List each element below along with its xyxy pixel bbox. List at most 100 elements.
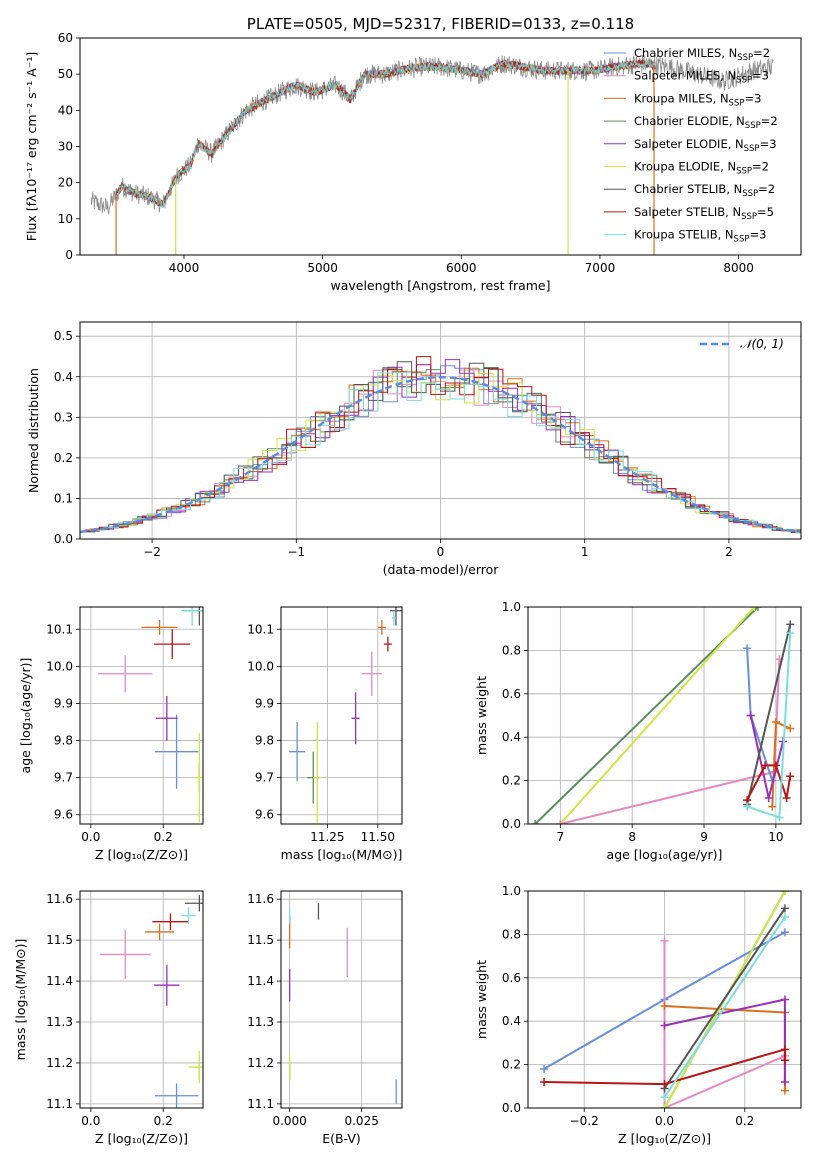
weight-marker: [780, 1045, 789, 1054]
x-tick-label: 8: [628, 830, 636, 844]
x-tick-label: 1: [581, 545, 589, 559]
y-tick-label: 0.0: [54, 532, 73, 546]
weight-marker: [780, 891, 789, 895]
weight-marker: [746, 711, 755, 720]
legend-entry: Kroupa ELODIE, NSSP=2: [634, 160, 769, 177]
x-tick-label: 10: [768, 830, 783, 844]
chart-mass_vs_ebv: 0.000 0.025 11.1 11.2 11.3 11.4 11.5 11.6 E(B-V): [247, 890, 403, 1146]
data-point-5: [188, 1050, 203, 1084]
weight-marker: [750, 607, 759, 611]
y-tick-label: 0.4: [502, 730, 521, 744]
y-tick-label: 0.2: [502, 1058, 521, 1072]
y-tick-label: 10.0: [46, 659, 73, 673]
y-tick-label: 0.6: [502, 687, 521, 701]
legend-entry: Chabrier ELODIE, NSSP=2: [634, 114, 778, 131]
plot-area: [80, 891, 203, 1108]
chart-age_vs_mass: 11.25 11.50 9.6 9.7 9.8 9.9 10.0 10.1 mass [log₁…: [247, 606, 403, 862]
weight-marker: [660, 1021, 669, 1030]
chart-residuals: −2 −1 0 1 2 0.0 0.1 0.2 0.3 0.4 0.5 (data-model)/er…: [26, 321, 802, 577]
histogram-6: [80, 361, 801, 532]
histogram-7: [84, 356, 801, 533]
legend-entry: Chabrier STELIB, NSSP=2: [634, 182, 775, 199]
plot-area: [281, 607, 402, 824]
y-tick-label: 30: [58, 140, 73, 154]
weight-marker: [660, 936, 669, 945]
normal-curve: [80, 375, 801, 534]
y-tick-label: 11.4: [46, 974, 73, 988]
y-tick-label: 11.1: [247, 1097, 274, 1111]
y-tick-label: 10.1: [247, 622, 274, 636]
x-tick-label: 0.0: [81, 1114, 100, 1128]
x-tick-label: 11.50: [361, 830, 395, 844]
weight-line-1: [559, 607, 756, 824]
axes-frame: [280, 606, 403, 825]
weight-marker: [743, 644, 752, 653]
model-line-8: [115, 59, 656, 208]
weight-marker: [768, 802, 777, 811]
x-tick-label: 0.2: [154, 1114, 173, 1128]
axes-frame: [527, 606, 802, 825]
data-point-2: [377, 619, 386, 635]
weight-marker: [743, 802, 752, 811]
y-tick-label: 10: [58, 212, 73, 226]
data-point-7: [383, 636, 392, 652]
weight-marker: [660, 1080, 669, 1089]
weight-marker: [660, 1002, 669, 1011]
plot-content: [90, 54, 774, 255]
y-tick-label: 11.2: [46, 1056, 73, 1070]
weight-marker: [780, 1086, 789, 1095]
y-tick-label: 0.2: [502, 774, 521, 788]
data-point-2: [141, 619, 178, 635]
y-tick-label: 0.5: [54, 329, 73, 343]
data-point-1: [361, 651, 382, 697]
weight-marker: [780, 1077, 789, 1086]
x-axis-label: E(B-V): [322, 1131, 361, 1146]
data-point-4: [351, 692, 360, 745]
legend-entry: Salpeter ELODIE, NSSP=3: [634, 137, 777, 154]
weight-line-1: [663, 940, 786, 1108]
weight-marker: [780, 928, 789, 937]
x-tick-label: 0.2: [154, 830, 173, 844]
data-point-0: [154, 714, 199, 789]
model-line-7: [115, 59, 656, 207]
x-tick-label: −2: [143, 545, 161, 559]
weight-marker: [540, 1064, 549, 1073]
chart-age_vs_Z: 0.0 0.2 9.6 9.7 9.8 9.9 10.0 10.1 Z [log₁₀(Z/Z⊙)…: [18, 606, 204, 862]
y-tick-label: 11.1: [46, 1097, 73, 1111]
legend-entry: Kroupa MILES, NSSP=3: [634, 91, 761, 108]
weight-marker: [764, 793, 773, 802]
y-tick-label: 9.7: [54, 771, 73, 785]
data-point-8: [181, 607, 203, 626]
x-tick-label: 9: [700, 830, 708, 844]
data-point-1: [98, 655, 153, 693]
plot-content: [288, 903, 397, 1104]
y-tick-label: 11.6: [247, 892, 274, 906]
y-tick-label: 0.3: [54, 410, 73, 424]
y-tick-label: 0.0: [502, 1101, 521, 1115]
chart-title: PLATE=0505, MJD=52317, FIBERID=0133, z=0…: [247, 15, 634, 33]
y-tick-label: 0.6: [502, 971, 521, 985]
plot-content: [80, 356, 801, 534]
data-point-7: [152, 913, 189, 930]
chart-weight_vs_age: 7 8 9 10 0.0 0.2 0.4 0.6 0.8 1.0 age [log₁₀(age/yr…: [474, 600, 802, 862]
x-tick-label: 6000: [446, 261, 477, 275]
weight-line-6: [746, 624, 792, 805]
x-tick-label: 0.0: [655, 1114, 674, 1128]
x-axis-label: wavelength [Angstrom, rest frame]: [330, 278, 550, 293]
data-point-5: [193, 733, 203, 823]
weight-marker: [780, 904, 789, 913]
x-tick-label: 0.0: [81, 830, 100, 844]
x-tick-label: 0.000: [272, 1114, 306, 1128]
y-tick-label: 9.8: [255, 734, 274, 748]
x-tick-label: 0: [437, 545, 445, 559]
legend-entry: Chabrier MILES, NSSP=2: [634, 46, 770, 63]
data-point-6: [184, 895, 203, 912]
y-tick-label: 1.0: [502, 884, 521, 898]
plot-area: [281, 891, 402, 1108]
y-axis-label: Flux [fλ10⁻¹⁷ erg cm⁻² s⁻¹ A⁻¹]: [24, 52, 39, 241]
y-tick-label: 40: [58, 103, 73, 117]
y-axis-label: mass weight: [474, 676, 489, 755]
weight-marker: [761, 761, 770, 770]
weight-line-7: [544, 1048, 786, 1086]
y-tick-label: 11.3: [247, 1015, 274, 1029]
